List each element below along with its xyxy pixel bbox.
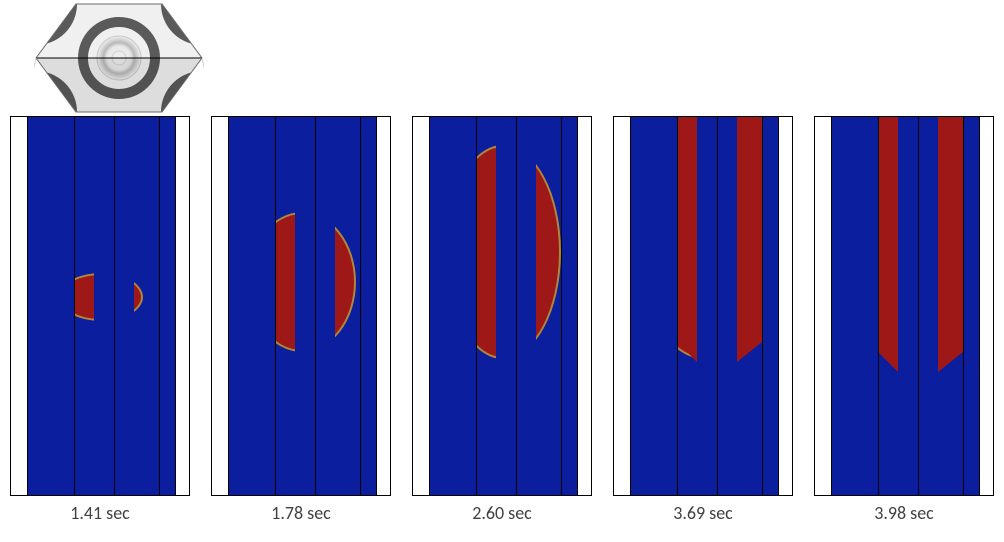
rod-line [577, 117, 578, 495]
hexagon-svg [34, 0, 204, 116]
rod-line [878, 117, 879, 495]
rod-line [831, 117, 832, 495]
hex-bottom-shade [34, 58, 204, 116]
simulation-panel [613, 116, 793, 496]
rod-line [74, 117, 75, 495]
rod-line [717, 117, 718, 495]
panel-wrapper-4: 3.98 sec [814, 116, 994, 542]
panel-wrapper-1: 1.78 sec [211, 116, 391, 542]
projection-line-right [202, 58, 204, 116]
rod-line [630, 117, 631, 495]
rod-line [476, 117, 477, 495]
panel-time-label: 3.98 sec [874, 502, 934, 524]
hexagon-top-view [34, 0, 204, 116]
rod-line [27, 117, 28, 495]
panel-time-label: 1.41 sec [70, 502, 130, 524]
rod-line [175, 117, 176, 495]
rod-line [360, 117, 361, 495]
simulation-panel [211, 116, 391, 496]
rod-line [315, 117, 316, 495]
melt-overlay [614, 117, 793, 496]
rod-line [516, 117, 517, 495]
simulation-panel [814, 116, 994, 496]
melt-overlay [11, 117, 190, 496]
rod-line [228, 117, 229, 495]
rod-line [963, 117, 964, 495]
panel-wrapper-3: 3.69 sec [613, 116, 793, 542]
simulation-panel [412, 116, 592, 496]
melt-overlay [413, 117, 592, 496]
rod-line [677, 117, 678, 495]
rod-line [159, 117, 160, 495]
rod-line [429, 117, 430, 495]
rod-line [376, 117, 377, 495]
projection-line-left [34, 58, 36, 116]
rod-line [114, 117, 115, 495]
rod-line [561, 117, 562, 495]
panel-time-label: 2.60 sec [472, 502, 532, 524]
panel-wrapper-0: 1.41 sec [10, 116, 190, 542]
melt-overlay [212, 117, 391, 496]
rod-line [275, 117, 276, 495]
melt-overlay [815, 117, 994, 496]
rod-line [778, 117, 779, 495]
rod-line [918, 117, 919, 495]
rod-line [762, 117, 763, 495]
panel-time-label: 3.69 sec [673, 502, 733, 524]
panels-row: 1.41 sec 1.78 sec 2.60 sec 3.69 sec 3.98 sec [0, 116, 1004, 542]
rod-line [979, 117, 980, 495]
panel-wrapper-2: 2.60 sec [412, 116, 592, 542]
panel-time-label: 1.78 sec [271, 502, 331, 524]
simulation-panel [10, 116, 190, 496]
